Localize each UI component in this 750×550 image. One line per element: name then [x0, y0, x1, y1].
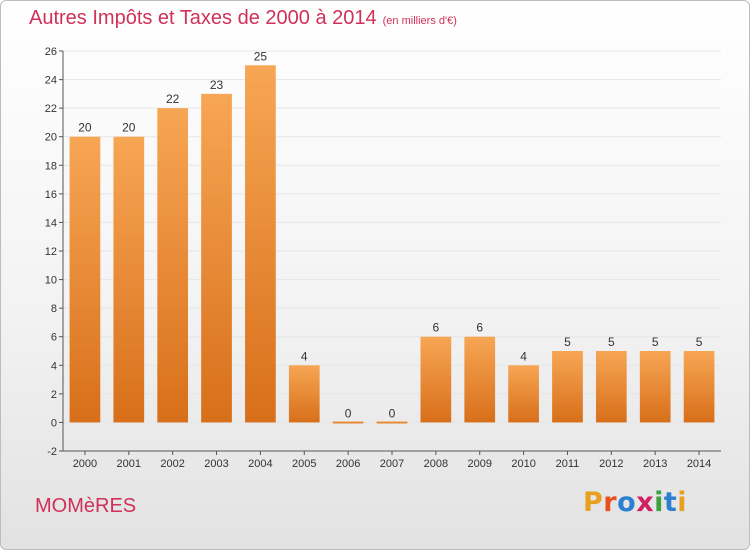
bar-2000 [69, 136, 101, 423]
y-tick-label: 6 [51, 332, 57, 344]
x-tick-label-2006: 2006 [336, 458, 360, 470]
x-tick-label-2003: 2003 [204, 458, 228, 470]
logo-letter: x [636, 487, 655, 518]
logo-letter: t [663, 487, 678, 518]
chart-title-text: Autres Impôts et Taxes de 2000 à 2014 [29, 7, 377, 29]
bar-2012 [595, 351, 627, 423]
y-tick-label: 0 [51, 417, 57, 429]
bar-2004 [245, 65, 276, 423]
data-label-2013: 5 [652, 335, 659, 349]
data-label-2010: 4 [520, 349, 527, 363]
proxiti-logo[interactable]: Proxiti [583, 487, 687, 518]
data-label-2003: 23 [210, 78, 224, 92]
x-tick-label-2000: 2000 [73, 458, 97, 470]
x-tick-label-2002: 2002 [160, 458, 184, 470]
data-label-2009: 6 [476, 321, 483, 335]
logo-letter: i [654, 487, 664, 518]
data-label-2006: 0 [345, 406, 352, 420]
data-label-2004: 25 [254, 49, 268, 63]
data-label-2008: 6 [433, 321, 440, 335]
bar-2002 [157, 108, 189, 423]
x-tick-label-2014: 2014 [687, 458, 711, 470]
x-tick-label-2012: 2012 [599, 458, 623, 470]
y-tick-label: -2 [47, 446, 57, 458]
bar-2005 [288, 365, 320, 423]
bar-2007 [376, 421, 408, 424]
x-tick-label-2004: 2004 [248, 458, 272, 470]
chart-unit: (en milliers d'€) [382, 15, 457, 27]
label-layer: 20 20 22 23 25 4 0 0 6 6 4 5 5 5 5 [78, 49, 702, 420]
y-tick-label: 24 [45, 75, 57, 87]
y-tick-label: 10 [45, 275, 57, 287]
bar-2008 [420, 336, 452, 423]
bar-layer [69, 65, 715, 424]
bar-2013 [639, 351, 671, 423]
y-tick-label: 14 [45, 217, 57, 229]
logo-letter: i [677, 487, 688, 518]
data-label-2012: 5 [608, 335, 615, 349]
x-tick-label-2008: 2008 [424, 458, 448, 470]
bar-2009 [464, 336, 496, 423]
y-tick-label: 20 [45, 132, 57, 144]
bar-2011 [552, 351, 583, 423]
commune-name: MOMèRES [35, 495, 137, 517]
x-tick-label-2001: 2001 [117, 458, 141, 470]
data-label-2001: 20 [122, 121, 136, 135]
x-tick-label-2007: 2007 [380, 458, 404, 470]
data-label-2011: 5 [564, 335, 571, 349]
x-tick-label-2011: 2011 [556, 458, 580, 470]
chart-title: Autres Impôts et Taxes de 2000 à 2014 (en… [29, 7, 457, 30]
x-tick-label-2005: 2005 [292, 458, 316, 470]
bar-2014 [683, 351, 715, 423]
bar-2003 [201, 93, 232, 423]
data-label-2000: 20 [78, 121, 92, 135]
logo-letter: o [617, 487, 637, 518]
y-tick-label: 4 [51, 360, 57, 372]
y-tick-label: 26 [45, 46, 57, 58]
bar-2001 [113, 136, 145, 423]
bar-2006 [332, 421, 364, 424]
y-tick-label: 8 [51, 303, 57, 315]
y-tick-label: 22 [45, 103, 57, 115]
y-tick-label: 2 [51, 389, 57, 401]
data-label-2014: 5 [696, 335, 703, 349]
logo-letter: P [583, 487, 604, 518]
x-tick-label-2010: 2010 [511, 458, 535, 470]
data-label-2005: 4 [301, 349, 308, 363]
bar-2010 [508, 365, 539, 423]
data-label-2007: 0 [389, 406, 396, 420]
data-label-2002: 22 [166, 92, 180, 106]
x-tick-label-2009: 2009 [467, 458, 491, 470]
logo-letter: r [603, 487, 618, 518]
y-tick-label: 16 [45, 189, 57, 201]
x-tick-label-2013: 2013 [643, 458, 667, 470]
y-tick-label: 18 [45, 160, 57, 172]
y-tick-label: 12 [45, 246, 57, 258]
